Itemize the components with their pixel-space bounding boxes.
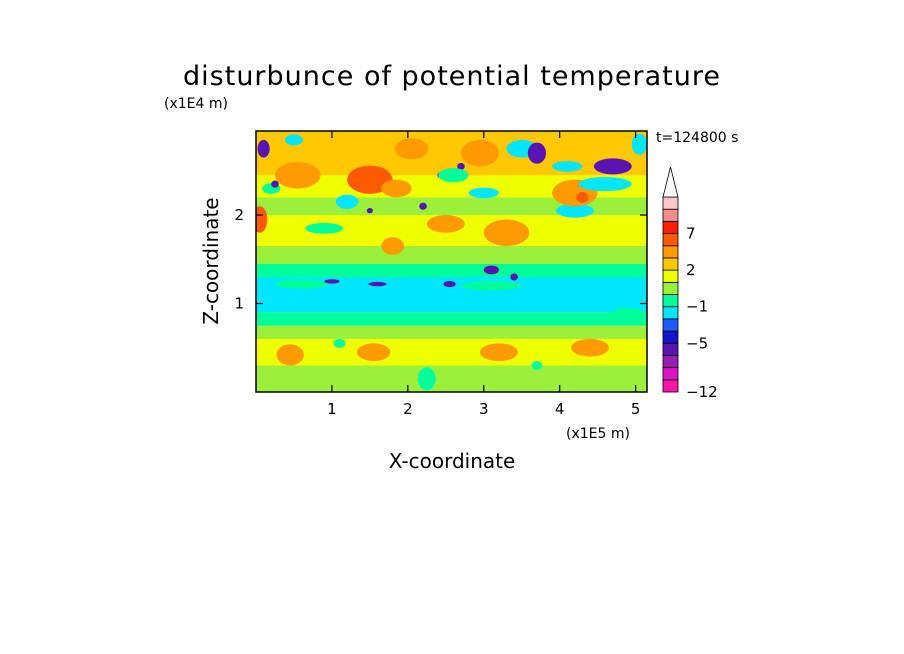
field-band-6 — [256, 246, 647, 264]
x-tick-label-2: 3 — [479, 400, 489, 418]
field-layer — [256, 131, 647, 392]
plot-area — [255, 130, 648, 393]
colorbar-segment-11 — [662, 245, 679, 259]
field-cell-43 — [552, 161, 583, 172]
field-cell-0 — [276, 344, 304, 366]
field-cell-37 — [271, 180, 279, 188]
field-cell-14 — [510, 273, 518, 281]
colorbar-segment-8 — [662, 281, 679, 295]
x-axis-label: X-coordinate — [389, 449, 516, 473]
field-cell-3 — [571, 338, 610, 357]
field-band-5 — [256, 263, 647, 277]
field-cell-25 — [274, 161, 321, 189]
field-cell-16 — [483, 219, 530, 247]
field-cell-42 — [593, 158, 632, 175]
field-cell-9 — [460, 281, 522, 291]
y-axis-ticks: 12 — [234, 206, 647, 313]
field-cell-15 — [381, 237, 405, 255]
colorbar-segment-7 — [662, 294, 679, 308]
field-cell-23 — [419, 202, 427, 210]
chart-title: disturbunce of potential temperature — [183, 61, 721, 92]
field-cell-32 — [468, 187, 499, 199]
colorbar-label-3: −5 — [686, 334, 708, 352]
colorbar-segment-12 — [662, 233, 679, 247]
field-cell-7 — [612, 307, 644, 317]
field-cell-35 — [438, 168, 469, 183]
colorbar-segment-9 — [662, 269, 679, 283]
field-cell-20 — [335, 194, 359, 209]
field-cell-28 — [394, 138, 429, 160]
colorbar-segment-2 — [662, 355, 679, 369]
field-cell-5 — [333, 338, 346, 348]
field-cell-2 — [479, 343, 518, 362]
field-band-2 — [256, 325, 647, 339]
colorbar-segment-14 — [662, 208, 679, 222]
colorbar-segment-3 — [662, 342, 679, 356]
field-cell-40 — [527, 142, 547, 164]
y-tick-label-1: 2 — [234, 206, 244, 224]
colorbar-segment-13 — [662, 220, 679, 234]
y-unit-label: (x1E4 m) — [164, 96, 228, 112]
field-cell-29 — [460, 139, 499, 167]
field-cell-26 — [347, 165, 393, 194]
colorbar-segment-6 — [662, 306, 679, 320]
x-unit-label: (x1E5 m) — [566, 426, 630, 442]
field-cell-21 — [555, 203, 594, 218]
field-cell-18 — [305, 223, 344, 234]
colorbar-label-1: 2 — [686, 261, 696, 279]
field-cell-6 — [531, 361, 543, 370]
field-cell-8 — [274, 279, 329, 289]
field-cell-10 — [324, 279, 340, 284]
field-cell-22 — [366, 207, 373, 214]
x-tick-label-3: 4 — [555, 400, 565, 418]
colorbar-segment-1 — [662, 367, 679, 381]
field-cell-41 — [578, 177, 632, 192]
field-cell-17 — [426, 215, 465, 233]
field-cell-44 — [631, 133, 647, 155]
x-tick-label-1: 2 — [403, 400, 413, 418]
x-tick-label-0: 1 — [327, 400, 337, 418]
field-cell-27 — [381, 179, 412, 198]
field-cell-36 — [257, 139, 270, 158]
colorbar-label-0: 7 — [686, 225, 696, 243]
colorbar-label-2: −1 — [686, 298, 708, 316]
colorbar-segment-15 — [662, 196, 679, 210]
field-cell-31 — [576, 192, 589, 203]
field-cell-11 — [368, 281, 387, 287]
field-cell-4 — [417, 367, 436, 391]
colorbar-label-4: −12 — [686, 383, 718, 401]
colorbar-segment-0 — [662, 379, 679, 393]
x-tick-label-4: 5 — [631, 400, 641, 418]
field-cell-38 — [284, 134, 304, 146]
colorbar-extend-arrow — [662, 166, 679, 198]
plot-frame — [255, 130, 648, 393]
field-cell-34 — [457, 162, 465, 170]
field-cell-19 — [256, 206, 268, 233]
field-cell-12 — [443, 280, 456, 288]
y-axis-label: Z-coordinate — [199, 197, 223, 324]
colorbar: 7 2 −1 −5 −12 — [662, 166, 718, 401]
field-cell-13 — [483, 265, 499, 275]
time-label: t=124800 s — [656, 130, 738, 146]
colorbar-segment-5 — [662, 318, 679, 332]
field-band-3 — [256, 312, 647, 326]
x-axis-ticks: 1 2 3 4 5 — [327, 131, 640, 418]
field-band-0 — [256, 365, 647, 392]
colorbar-segment-4 — [662, 330, 679, 344]
colorbar-segment-10 — [662, 257, 679, 271]
y-tick-label-0: 1 — [234, 295, 244, 313]
field-cell-1 — [356, 343, 391, 362]
